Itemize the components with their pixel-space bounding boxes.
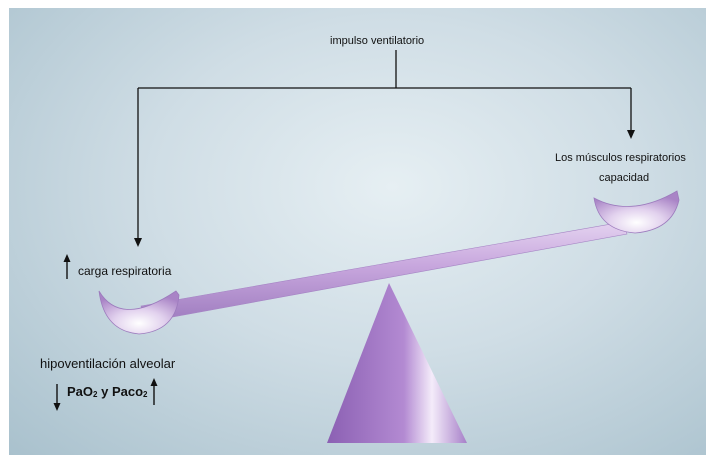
capacity-label: capacidad — [599, 172, 650, 184]
capacity-cup — [593, 190, 680, 234]
paco2-text: Paco — [111, 384, 144, 399]
fulcrum-triangle — [327, 283, 467, 443]
blood-gas-label: PaO2 y Paco2 — [67, 384, 147, 399]
drive-right-arrowhead — [627, 130, 635, 139]
drive-bracket — [137, 50, 632, 240]
load-up-arrow-icon — [63, 254, 71, 279]
pao2-text: PaO — [67, 384, 94, 399]
respiratory-muscles-label: Los músculos respiratorios — [555, 152, 686, 164]
and-text: y — [97, 384, 112, 399]
seesaw-diagram — [53, 50, 680, 443]
ventilatory-drive-label: impulso ventilatorio — [330, 35, 425, 47]
paco2-up-arrow-icon — [150, 378, 158, 405]
diagram-panel: impulso ventilatorio Los músculos respir… — [9, 8, 706, 455]
drive-left-arrowhead — [134, 238, 142, 247]
pao2-subscript: 2 — [93, 390, 98, 399]
pao2-down-arrow-icon — [53, 384, 61, 411]
alveolar-hypoventilation-label: hipoventilación alveolar — [40, 356, 176, 371]
paco2-subscript: 2 — [143, 390, 148, 399]
respiratory-load-label: carga respiratoria — [78, 264, 172, 278]
load-cup — [98, 290, 180, 335]
